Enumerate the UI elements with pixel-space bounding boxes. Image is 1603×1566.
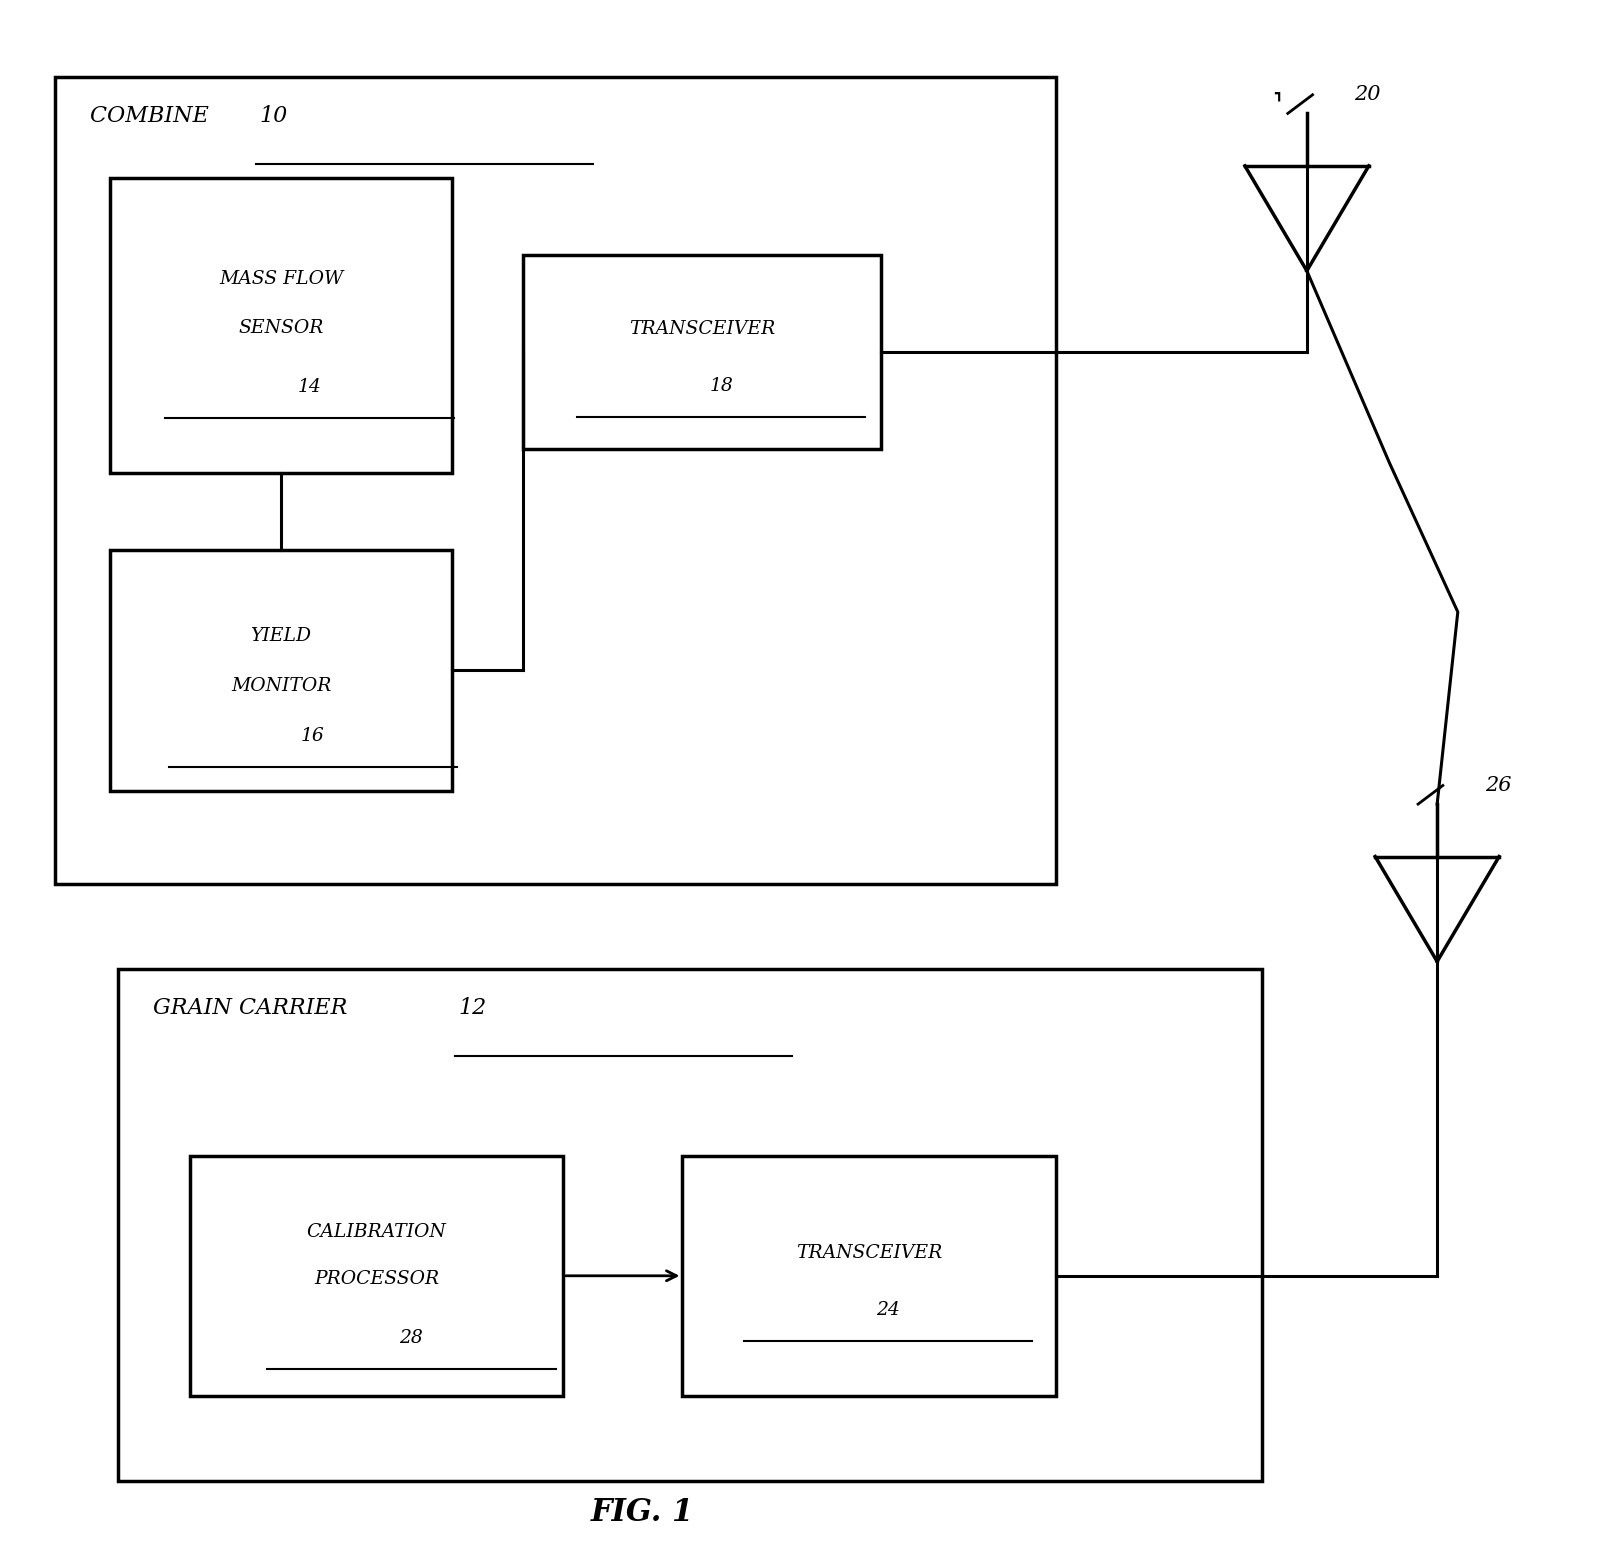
Text: SENSOR: SENSOR	[239, 319, 324, 337]
Text: MASS FLOW: MASS FLOW	[220, 269, 343, 288]
Text: MONITOR: MONITOR	[231, 677, 332, 695]
Text: 24: 24	[877, 1301, 899, 1319]
Text: 10: 10	[260, 105, 289, 127]
Bar	[111, 550, 452, 791]
Bar	[111, 177, 452, 473]
Text: 14: 14	[298, 379, 322, 396]
Bar	[524, 255, 882, 449]
Text: PROCESSOR: PROCESSOR	[314, 1270, 439, 1287]
Text: TRANSCEIVER: TRANSCEIVER	[628, 319, 776, 338]
Text: ┓: ┓	[1274, 88, 1282, 100]
Text: 26: 26	[1484, 777, 1512, 796]
Bar	[55, 77, 1056, 883]
Text: COMBINE: COMBINE	[90, 105, 215, 127]
Text: 20: 20	[1355, 85, 1382, 105]
Bar	[189, 1156, 563, 1395]
Text: GRAIN CARRIER: GRAIN CARRIER	[154, 998, 354, 1019]
Text: 12: 12	[458, 998, 486, 1019]
Text: FIG. 1: FIG. 1	[592, 1497, 694, 1528]
Text: YIELD: YIELD	[250, 628, 311, 645]
Bar	[683, 1156, 1056, 1395]
Text: TRANSCEIVER: TRANSCEIVER	[797, 1243, 943, 1262]
Text: 16: 16	[301, 727, 325, 745]
Text: 28: 28	[399, 1330, 423, 1347]
Text: CALIBRATION: CALIBRATION	[306, 1223, 446, 1242]
Text: 18: 18	[710, 377, 733, 396]
Bar	[119, 969, 1262, 1481]
